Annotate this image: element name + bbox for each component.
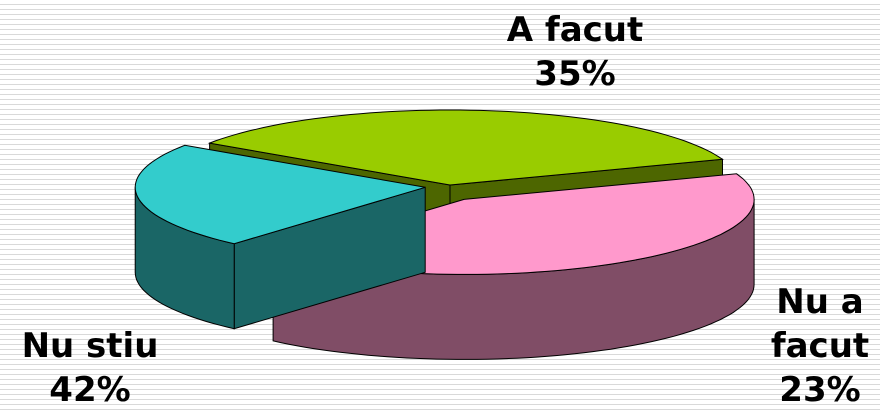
value-label: 23% — [779, 370, 861, 410]
category-label: Nu a facut — [770, 282, 870, 366]
slice — [207, 109, 724, 186]
value-label: 42% — [49, 370, 131, 410]
slice-label: Nu a facut 23% — [760, 280, 880, 412]
slice-label: A facut 35% — [480, 8, 670, 96]
slice-label: Nu stiu 42% — [0, 324, 180, 412]
category-label: Nu stiu — [21, 326, 159, 366]
value-label: 35% — [534, 54, 616, 94]
category-label: A facut — [506, 10, 644, 50]
slice — [134, 144, 426, 245]
